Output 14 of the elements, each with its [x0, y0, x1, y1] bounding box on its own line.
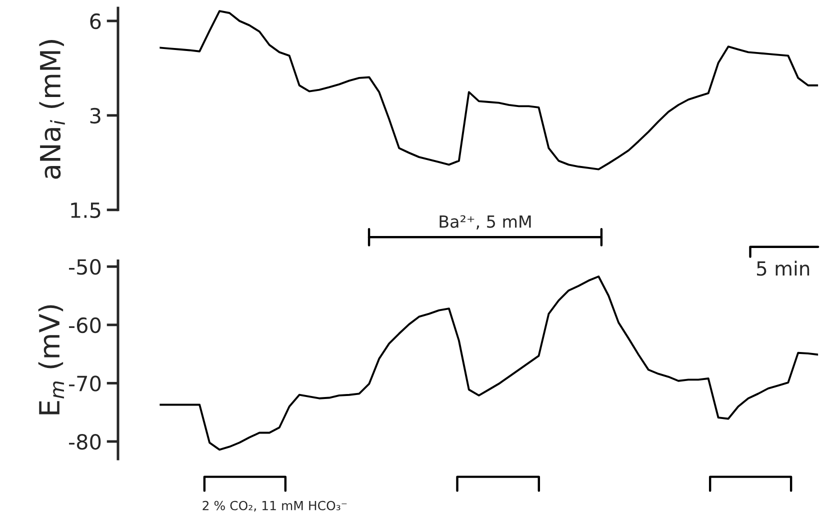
annotation: 5 min [757, 260, 810, 276]
y-tick-label: 6 [90, 13, 101, 30]
y-tick-label: 3 [90, 108, 100, 124]
y-tick-label: 1.5 [71, 202, 100, 218]
line-series [160, 10, 818, 170]
y-tick-label: -50 [69, 259, 101, 275]
y-axis-title: aNa$_{i}$ (mM) [39, 40, 65, 179]
text: 2 % CO₂, 11 mM HCO₃⁻ [202, 500, 347, 512]
y-tick-label: -70 [69, 376, 101, 392]
y-axis-title: E$_{m}$ (mV) [38, 305, 64, 414]
y-tick-label: -80 [69, 434, 101, 450]
y-tick-label: -60 [69, 317, 101, 334]
line-series [160, 276, 818, 451]
text: Ba²⁺, 5 mM [440, 215, 531, 230]
